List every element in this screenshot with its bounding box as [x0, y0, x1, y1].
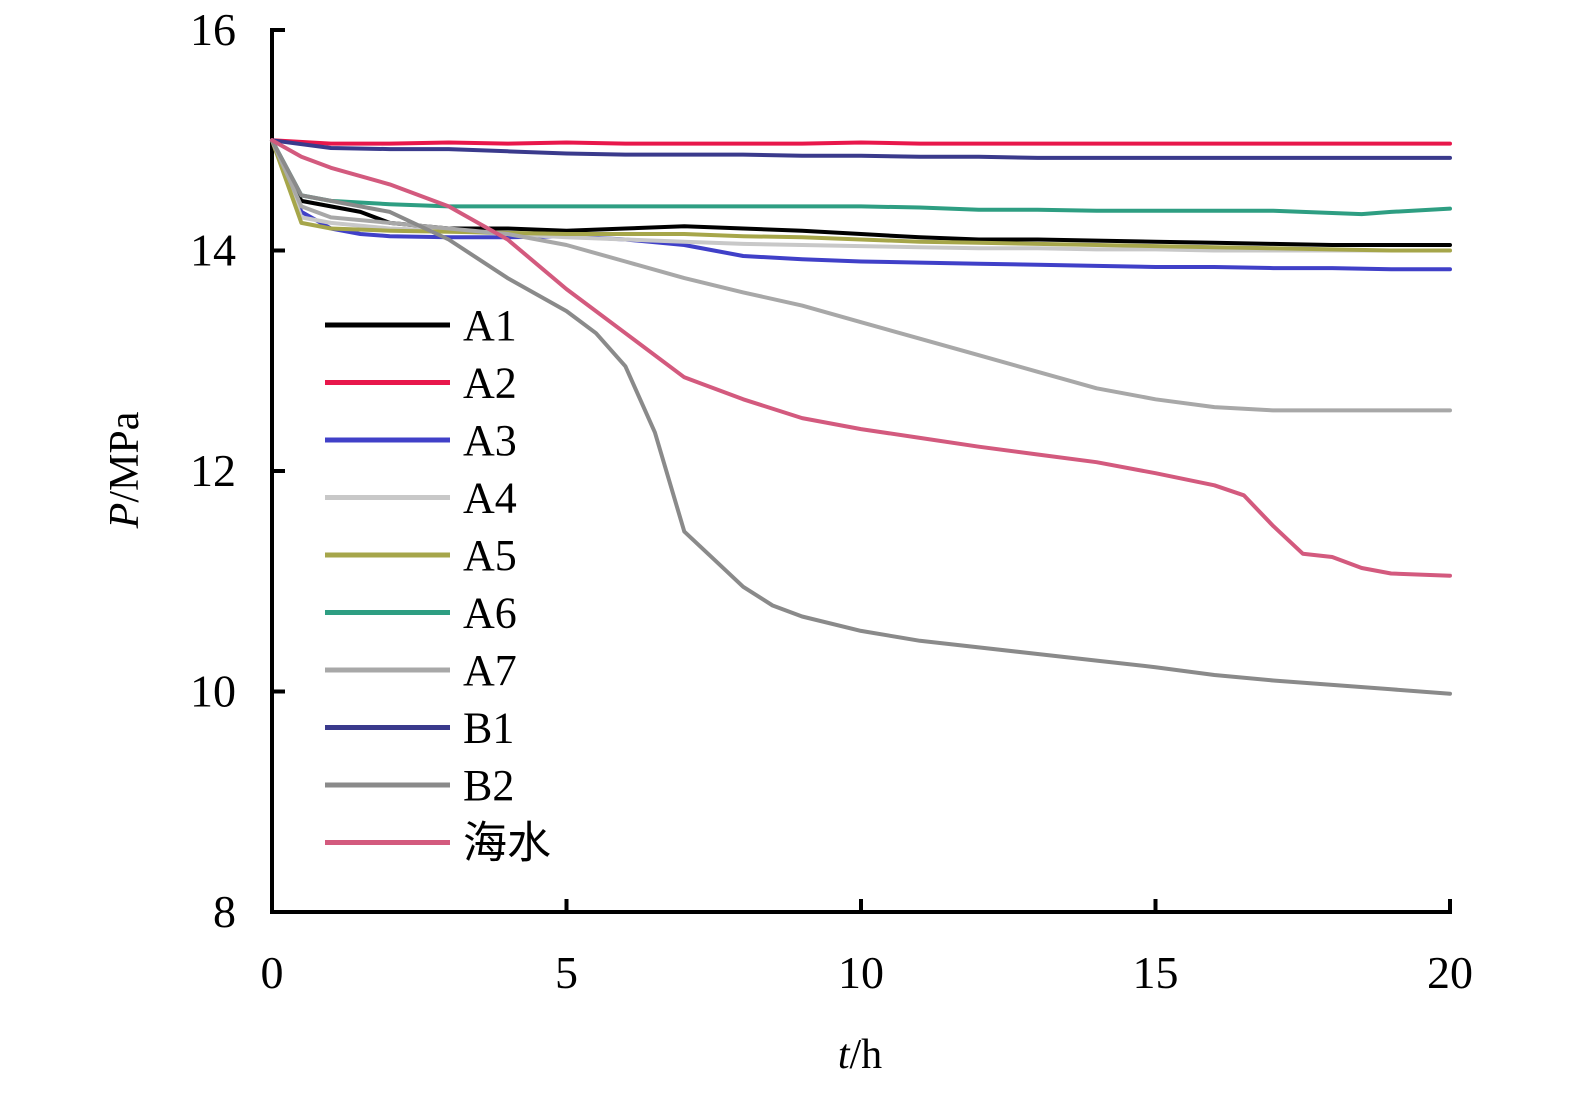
legend-label: A4 [463, 474, 517, 523]
legend-label: B1 [463, 704, 514, 753]
axes [270, 28, 1452, 914]
legend-label: A2 [463, 359, 517, 408]
x-tick-label: 20 [1427, 947, 1473, 998]
legend-label: A1 [463, 301, 517, 350]
x-axis-label: t/h [838, 1032, 882, 1078]
legend-label: 海水 [463, 819, 551, 868]
legend-label: A5 [463, 531, 517, 580]
legend-label: A6 [463, 589, 517, 638]
series-line [270, 138, 1452, 578]
series-line [270, 138, 1452, 696]
legend-label: B2 [463, 761, 514, 810]
series-line [270, 138, 1452, 146]
legend: A1 A2 A3 A4 A5 A6 A7 B1 B2 海水 [325, 301, 551, 868]
x-tick-label: 0 [261, 947, 284, 998]
y-tick-label: 12 [190, 445, 236, 496]
x-tick-label: 10 [838, 947, 884, 998]
series-line [270, 138, 1452, 253]
legend-label: A3 [463, 416, 517, 465]
legend-label: A7 [463, 646, 517, 695]
series-line [270, 138, 1452, 247]
series-line [270, 138, 1452, 217]
y-axis-label: P/MPa [102, 411, 148, 529]
ticks: 8 10 12 14 16 0 5 10 15 20 [190, 4, 1473, 998]
x-tick-label: 15 [1133, 947, 1179, 998]
y-tick-label: 14 [190, 225, 236, 276]
series-line [270, 138, 1452, 272]
series-line [270, 138, 1452, 160]
y-tick-label: 16 [190, 4, 236, 55]
y-tick-label: 10 [190, 666, 236, 717]
x-tick-label: 5 [555, 947, 578, 998]
y-tick-label: 8 [213, 886, 236, 937]
series-line [270, 138, 1452, 413]
series-layer [270, 138, 1452, 696]
